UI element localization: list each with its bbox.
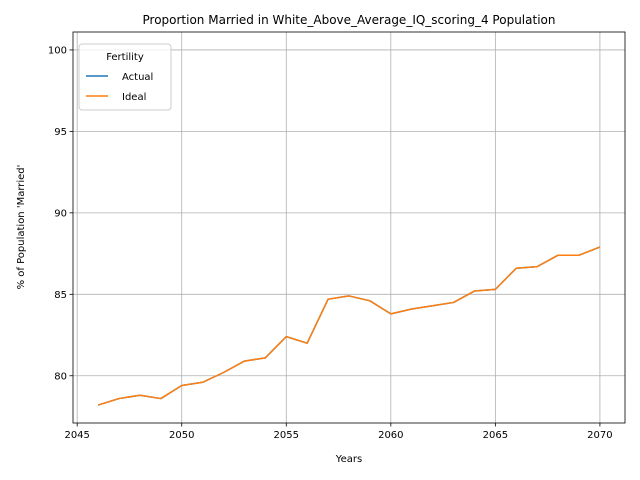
y-tick-label: 80 xyxy=(54,371,67,382)
series-lines xyxy=(97,246,601,406)
y-tick-label: 90 xyxy=(54,208,67,219)
x-tick-label: 2065 xyxy=(483,430,508,441)
legend-label-actual: Actual xyxy=(122,72,153,83)
grid-lines xyxy=(73,32,625,423)
chart-title: Proportion Married in White_Above_Averag… xyxy=(143,13,556,27)
legend-title: Fertility xyxy=(106,52,144,63)
axis-ticks: 2045 2050 2055 2060 2065 2070 80 85 90 95 100 xyxy=(48,45,613,441)
y-tick-label: 85 xyxy=(54,290,67,301)
plot-frame xyxy=(72,31,626,424)
series-line-ideal xyxy=(97,246,601,406)
legend: Fertility Actual Ideal xyxy=(78,43,172,111)
legend-box xyxy=(78,43,172,111)
x-tick-label: 2055 xyxy=(274,430,299,441)
x-tick-label: 2050 xyxy=(169,430,194,441)
legend-label-ideal: Ideal xyxy=(122,92,146,103)
x-tick-label: 2060 xyxy=(378,430,403,441)
y-tick-label: 95 xyxy=(54,127,67,138)
y-axis-title: % of Population 'Married' xyxy=(16,165,27,290)
x-tick-label: 2045 xyxy=(64,430,89,441)
x-axis-title: Years xyxy=(335,454,362,465)
x-tick-label: 2070 xyxy=(587,430,612,441)
y-tick-label: 100 xyxy=(48,45,67,56)
